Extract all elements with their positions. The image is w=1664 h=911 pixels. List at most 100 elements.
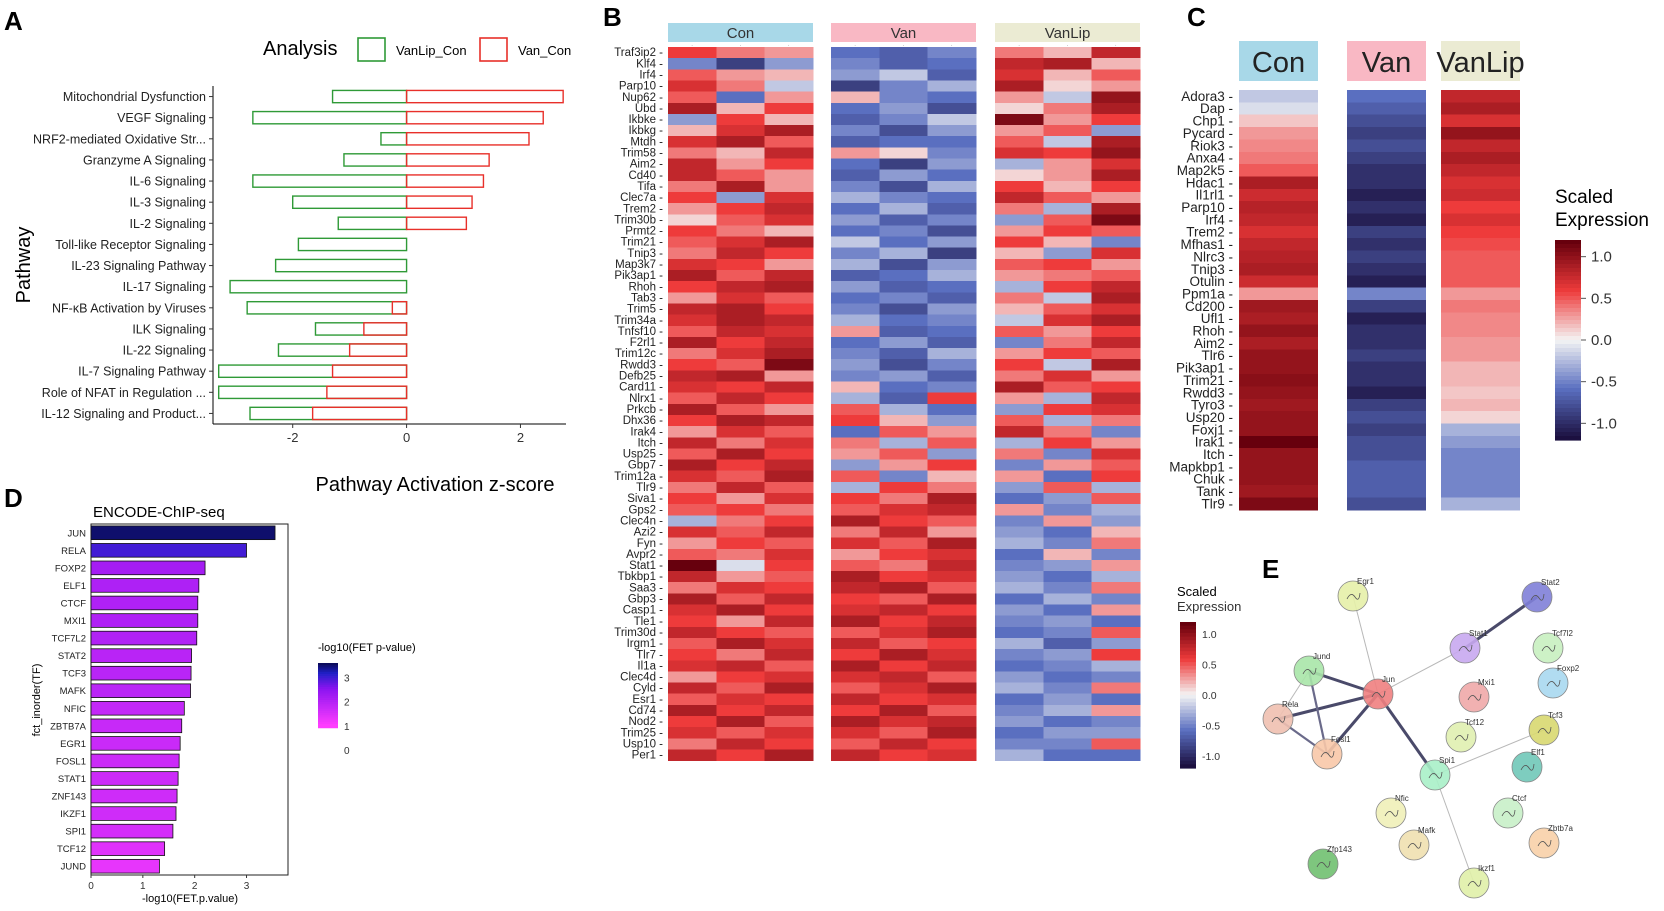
legend-label-vanlip-con: VanLip_Con	[396, 43, 467, 58]
legend-gradient-step	[1555, 324, 1581, 329]
heat-cell-cd40-van-2	[879, 169, 928, 182]
node-egr1	[1337, 580, 1369, 612]
row-label-itch: Itch -	[1203, 447, 1233, 462]
legend-gradient-step	[1555, 352, 1581, 357]
row-label-trim25: Trim25 -	[621, 727, 664, 739]
heat-cell-stat1-con-1	[668, 559, 717, 572]
bar-vanlip-con-mitochondrial-dysfunction	[331, 89, 408, 104]
heat-cell-cd200-vanlip	[1441, 299, 1520, 313]
panel-a: A Analysis VanLip_Con Van_Con Mitochondr…	[4, 6, 571, 496]
legend-gradient-step	[1555, 304, 1581, 309]
heat-cell-trim58-van-3	[927, 147, 977, 159]
x-tick-label: 1	[140, 881, 146, 892]
heat-cell-usp10-van-3	[927, 738, 977, 750]
heat-cell-gbp7-vanlip-2	[1043, 459, 1092, 472]
legend-gradient-step	[1180, 698, 1196, 703]
heat-cell-gbp3-vanlip-3	[1091, 593, 1141, 605]
heat-cell-clec4d-van-1	[831, 671, 880, 683]
row-label-f2rl1: F2rl1 -	[630, 337, 663, 349]
heat-cell-rwdd3-con	[1239, 386, 1318, 400]
legend-gradient-step	[318, 743, 338, 747]
legend-gradient-step	[318, 665, 338, 668]
node-label-mafk: Mafk	[1418, 826, 1436, 835]
bar-van-con-nrf2-mediated-oxidative-str	[405, 131, 530, 146]
heat-cell-trim30d-con-1	[668, 626, 717, 639]
heat-cell-card11-vanlip-2	[1043, 381, 1092, 394]
heat-cell-siva1-vanlip-1	[995, 493, 1044, 505]
bar-van-con-granzyme-a-signaling	[405, 153, 490, 167]
edge-jun-egr1	[1352, 595, 1379, 695]
y-tick-label-ikzf1: IKZF1	[60, 809, 86, 820]
heat-cell-tlr9-vanlip-3	[1091, 481, 1141, 494]
heat-cell-trim58-vanlip-3	[1091, 147, 1141, 159]
heat-cell-esr1-con-3	[764, 693, 814, 706]
y-tick-label-rela: RELA	[61, 546, 86, 557]
heat-cell-tbkbp1-van-1	[831, 571, 880, 583]
heat-cell-cd40-con-2	[716, 169, 765, 182]
gene-heatmap-replicates: Con· · ·Van· · ·VanLip· · ·Traf3ip2 -Klf4 -Irf…	[614, 23, 1141, 762]
heat-cell-itch-van	[1347, 448, 1426, 461]
heat-cell-tlr7-vanlip-3	[1091, 649, 1141, 661]
row-label-avpr2: Avpr2 -	[626, 549, 663, 561]
heat-cell-per1-con-1	[668, 749, 717, 761]
bar-vanlip-con-il-17-signaling	[229, 279, 408, 294]
heat-cell-dap-con	[1239, 102, 1318, 116]
heat-cell-chp1-van	[1347, 114, 1426, 128]
heat-cell-tle1-vanlip-2	[1043, 615, 1092, 628]
heat-cell-usp25-van-3	[927, 448, 977, 460]
heat-cell-aim2-con-1	[668, 158, 717, 171]
y-tick-label-mitochondrial-dysfunction: Mitochondrial Dysfunction	[63, 90, 206, 104]
heat-cell-pik3ap1-vanlip	[1441, 361, 1520, 375]
heat-cell-saa3-van-2	[879, 582, 928, 594]
heat-cell-pik3ap1-van	[1347, 361, 1426, 375]
heat-cell-gps2-con-2	[716, 504, 765, 516]
heat-cell-nlrc3-van	[1347, 250, 1426, 264]
legend-gradient-step	[1180, 640, 1196, 645]
heat-cell-azi2-vanlip-2	[1043, 526, 1092, 538]
row-label-ikbke: Ikbke -	[628, 114, 663, 126]
heat-cell-nlrx1-vanlip-3	[1091, 392, 1141, 405]
heat-cell-siva1-vanlip-3	[1091, 493, 1141, 505]
row-label-ppm1a: Ppm1a -	[1182, 286, 1233, 301]
heat-cell-mapkbp1-con	[1239, 460, 1318, 474]
heat-cell-parp10-vanlip	[1441, 201, 1520, 214]
group-header-label-van: Van	[1362, 47, 1411, 79]
bar-vanlip-con-il-12-signaling-and-product	[249, 406, 408, 421]
heat-cell-irgm1-vanlip-3	[1091, 637, 1141, 650]
y-tick-label-foxp2: FOXP2	[55, 563, 86, 574]
row-label-pycard: Pycard -	[1183, 126, 1233, 141]
heat-cell-ubd-con-2	[716, 102, 765, 115]
heat-cell-cd200-van	[1347, 299, 1426, 313]
legend-gradient-step	[1180, 684, 1196, 689]
row-label-defb25: Defb25 -	[619, 371, 663, 383]
row-label-card11: Card11 -	[619, 382, 663, 394]
heat-cell-tnip3-con-2	[716, 247, 765, 260]
heat-cell-ubd-vanlip-1	[995, 102, 1044, 115]
heat-cell-nup62-con-2	[716, 91, 765, 104]
heat-cell-avpr2-vanlip-2	[1043, 548, 1092, 561]
heat-cell-mtdh-con-1	[668, 136, 717, 148]
heat-cell-card11-van-3	[927, 381, 977, 394]
row-label-esr1: Esr1 -	[632, 694, 663, 706]
heat-cell-cyld-van-2	[879, 682, 928, 695]
heat-cell-trim30b-van-2	[879, 214, 928, 226]
heat-cell-trim30d-van-1	[831, 626, 880, 639]
heatmap-legend-b: Scaled Expression 1.0 0.5 0.0 -0.5 -1.0	[1177, 584, 1241, 769]
heat-cell-tle1-vanlip-1	[995, 615, 1044, 628]
heat-cell-rhoh-van	[1347, 324, 1426, 338]
heat-cell-tlr7-van-3	[927, 649, 977, 661]
heat-cell-trim21-van-2	[879, 236, 928, 249]
heat-cell-nup62-vanlip-1	[995, 91, 1044, 104]
y-tick-label-tcf3: TCF3	[62, 669, 86, 680]
node-mxi1	[1458, 681, 1490, 713]
bar-van-con-il-3-signaling	[405, 195, 473, 210]
heat-cell-casp1-vanlip-1	[995, 604, 1044, 617]
heat-cell-tlr9-van-2	[879, 481, 928, 494]
heat-cell-tnfsf10-vanlip-1	[995, 325, 1044, 338]
legend-gradient-step	[1555, 272, 1581, 277]
heat-cell-tab3-con-3	[764, 292, 814, 304]
row-label-nup62: Nup62 -	[622, 92, 663, 104]
heat-cell-gps2-con-1	[668, 504, 717, 516]
